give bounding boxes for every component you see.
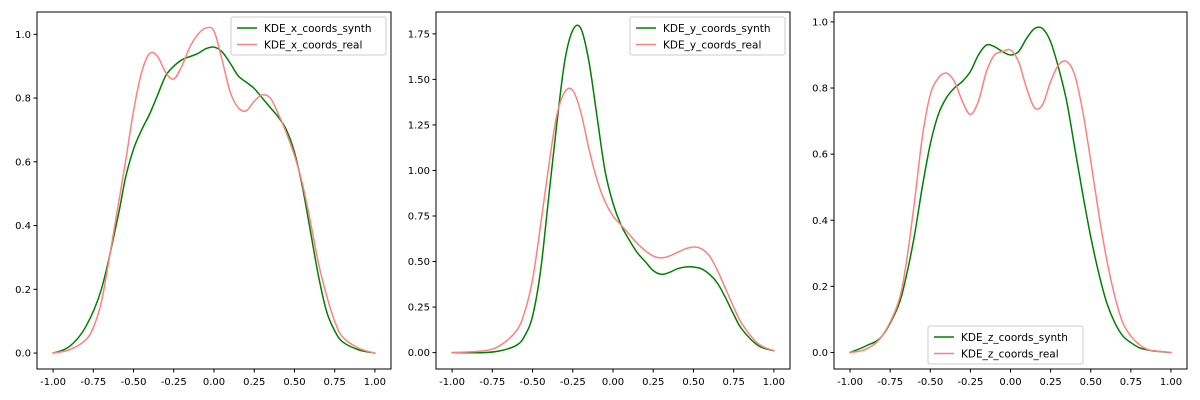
kde-y-coords-panel: -1.00 -0.75 -0.50 -0.25 0.00 0.25 0.50 0.75 1.00… — [408, 11, 791, 388]
x-tick-label: 0.75 — [1120, 377, 1142, 388]
y-tick-label: 0.0 — [812, 348, 828, 359]
legend-label: KDE_x_coords_synth — [264, 23, 372, 35]
x-tick-label: 0.50 — [682, 377, 704, 388]
y-tick-label: 1.75 — [408, 29, 430, 40]
y-tick-label: 1.50 — [408, 75, 430, 86]
series-line-kde-z-coords-synth — [849, 26, 1172, 354]
series-line-kde-z-coords-real — [849, 48, 1172, 354]
legend-label: KDE_z_coords_real — [961, 349, 1059, 361]
series-line-kde-y-coords-real — [451, 87, 775, 354]
x-tick-label: -0.25 — [560, 377, 586, 388]
x-tick-label: 0.00 — [602, 377, 624, 388]
x-tick-label: 0.50 — [1080, 377, 1102, 388]
series-line-kde-x-coords-synth — [52, 46, 376, 354]
legend-label: KDE_x_coords_real — [264, 40, 362, 52]
y-tick-label: 1.25 — [408, 120, 430, 131]
x-tick-label: 0.75 — [723, 377, 745, 388]
x-tick-label: 1.00 — [763, 377, 785, 388]
y-tick-label: 0.2 — [812, 282, 828, 293]
x-tick-label: -0.50 — [121, 377, 147, 388]
y-tick-label: 1.0 — [812, 17, 828, 28]
x-tick-label: 1.00 — [364, 377, 386, 388]
y-tick-label: 0.4 — [15, 221, 31, 232]
y-tick-label: 0.2 — [15, 285, 31, 296]
kde-z-coords-panel: -1.00 -0.75 -0.50 -0.25 0.00 0.25 0.50 0.75 1.00… — [812, 11, 1188, 388]
x-tick-label: -0.75 — [877, 377, 903, 388]
y-tick-label: 0.6 — [812, 150, 828, 161]
legend-label: KDE_y_coords_synth — [663, 23, 771, 35]
y-tick-label: 0.25 — [408, 303, 430, 314]
legend-label: KDE_y_coords_real — [663, 40, 761, 52]
y-tick-label: 0.0 — [15, 349, 31, 360]
x-tick-label: -0.25 — [957, 377, 983, 388]
y-tick-label: 1.0 — [15, 30, 31, 41]
x-tick-label: 0.75 — [324, 377, 346, 388]
series-line-kde-x-coords-real — [52, 26, 376, 354]
x-tick-label: 0.25 — [243, 377, 265, 388]
x-tick-label: -1.00 — [439, 377, 465, 388]
x-tick-label: 0.25 — [642, 377, 664, 388]
legend: KDE_z_coords_synth KDE_z_coords_real — [927, 325, 1084, 365]
legend-box — [927, 325, 1084, 365]
x-tick-label: -0.25 — [161, 377, 187, 388]
kde-x-coords-panel: -1.00 -0.75 -0.50 -0.25 0.00 0.25 0.50 0.75 1.00… — [15, 11, 392, 388]
y-tick-label: 0.75 — [408, 212, 430, 223]
x-tick-label: 0.50 — [283, 377, 305, 388]
x-tick-label: 0.00 — [999, 377, 1021, 388]
legend-box — [230, 16, 387, 56]
x-tick-label: -0.50 — [917, 377, 943, 388]
y-tick-label: 0.8 — [15, 94, 31, 105]
legend: KDE_y_coords_synth KDE_y_coords_real — [629, 16, 786, 56]
axes-frame — [36, 11, 392, 370]
axes-frame — [833, 11, 1188, 370]
legend: KDE_x_coords_synth KDE_x_coords_real — [230, 16, 387, 56]
legend-box — [629, 16, 786, 56]
y-tick-label: 1.00 — [408, 166, 430, 177]
x-tick-label: 1.00 — [1160, 377, 1182, 388]
x-tick-label: -0.75 — [80, 377, 106, 388]
x-tick-label: 0.00 — [203, 377, 225, 388]
x-tick-label: -1.00 — [837, 377, 863, 388]
x-tick-label: -0.75 — [479, 377, 505, 388]
y-tick-label: 0.00 — [408, 348, 430, 359]
y-tick-label: 0.6 — [15, 157, 31, 168]
x-tick-label: 0.25 — [1039, 377, 1061, 388]
y-tick-label: 0.8 — [812, 84, 828, 95]
x-tick-label: -0.50 — [520, 377, 546, 388]
x-tick-label: -1.00 — [40, 377, 66, 388]
y-tick-label: 0.4 — [812, 216, 828, 227]
legend-label: KDE_z_coords_synth — [961, 332, 1068, 344]
series-line-kde-y-coords-synth — [451, 24, 775, 354]
y-tick-label: 0.50 — [408, 257, 430, 268]
